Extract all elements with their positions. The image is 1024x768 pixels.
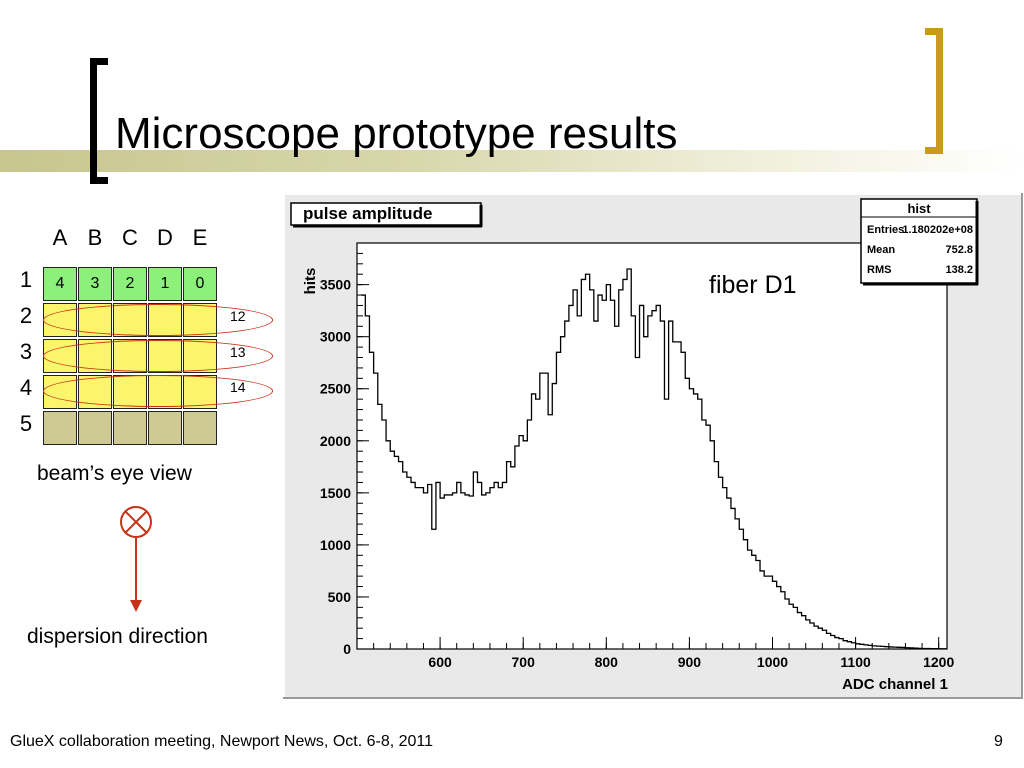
fiber-annotation: fiber D1 xyxy=(709,271,797,299)
x-tick-label-600: 600 xyxy=(428,654,452,670)
stats-rms-label: RMS xyxy=(867,264,891,276)
title-underline-band xyxy=(0,150,1024,172)
fiber-cell-a5 xyxy=(43,411,77,445)
fiber-label-12: 12 xyxy=(230,308,246,324)
stats-box-title: hist xyxy=(907,201,931,216)
beams-eye-view-caption: beam’s eye view xyxy=(37,462,192,485)
fiber-ellipse-13 xyxy=(43,340,273,372)
title-right-bracket xyxy=(925,28,943,154)
y-tick-label-0: 0 xyxy=(343,641,351,657)
fiber-cell-a1: 4 xyxy=(43,267,77,301)
fiber-label-14: 14 xyxy=(230,379,246,395)
stats-rms-value: 138.2 xyxy=(945,264,973,276)
y-tick-label-500: 500 xyxy=(328,589,352,605)
fiber-cell-b1: 3 xyxy=(78,267,112,301)
y-tick-label-2500: 2500 xyxy=(320,381,351,397)
fiber-cell-c5 xyxy=(113,411,147,445)
stats-entries-value: 1.180202e+08 xyxy=(902,224,973,236)
axes: 600 700 800 900 1000 1100 1200 0 500 1000 1500 2000… xyxy=(320,242,954,670)
y-tick-label-3000: 3000 xyxy=(320,329,351,345)
y-axis-label: hits xyxy=(302,268,319,295)
fiber-cell-d5 xyxy=(148,411,182,445)
x-tick-label-800: 800 xyxy=(595,654,619,670)
y-tick-label-3500: 3500 xyxy=(320,277,351,293)
column-label-d: D xyxy=(157,225,173,250)
fiber-cell-d1: 1 xyxy=(148,267,182,301)
x-tick-label-700: 700 xyxy=(512,654,536,670)
fiber-ellipse-14 xyxy=(43,375,273,407)
dispersion-direction-label: dispersion direction xyxy=(27,625,208,648)
row-label-3: 3 xyxy=(19,339,33,364)
row-label-5: 5 xyxy=(19,411,33,436)
plot-frame xyxy=(356,242,948,650)
fiber-cell-e5 xyxy=(183,411,217,445)
stats-mean-value: 752.8 xyxy=(945,244,973,256)
stats-box: hist Entries 1.180202e+08 Mean 752.8 RMS… xyxy=(860,198,979,286)
y-tick-label-2000: 2000 xyxy=(320,433,351,449)
fiber-ellipse-12 xyxy=(43,304,273,336)
slide-title: Microscope prototype results xyxy=(115,109,678,158)
fiber-cell-c1: 2 xyxy=(113,267,147,301)
pulse-amplitude-histogram: pulse amplitude 600 700 800 900 1000 1100 1200… xyxy=(283,193,1023,699)
chart-title: pulse amplitude xyxy=(303,204,432,223)
row-label-1: 1 xyxy=(19,267,33,292)
fiber-label-13: 13 xyxy=(230,344,246,360)
fiber-cell-e1: 0 xyxy=(183,267,217,301)
x-tick-label-1000: 1000 xyxy=(757,654,788,670)
row-label-4: 4 xyxy=(19,375,33,400)
fiber-cell-b5 xyxy=(78,411,112,445)
dispersion-arrow xyxy=(120,506,152,612)
column-label-e: E xyxy=(192,225,208,250)
x-tick-label-1100: 1100 xyxy=(840,654,871,670)
title-left-bracket xyxy=(90,58,108,184)
arrow-head xyxy=(130,600,142,612)
x-axis-label: ADC channel 1 xyxy=(842,676,948,693)
column-label-a: A xyxy=(52,225,68,250)
column-label-c: C xyxy=(122,225,138,250)
row-label-2: 2 xyxy=(19,303,33,328)
stats-entries-label: Entries xyxy=(867,224,904,236)
x-tick-label-1200: 1200 xyxy=(923,654,954,670)
histogram-series-line xyxy=(361,268,947,650)
x-tick-label-900: 900 xyxy=(678,654,702,670)
plot-area xyxy=(361,268,947,650)
stats-mean-label: Mean xyxy=(867,244,895,256)
footer-text: GlueX collaboration meeting, Newport New… xyxy=(10,733,434,750)
column-label-b: B xyxy=(87,225,103,250)
into-page-cross-circle-icon xyxy=(120,506,152,538)
plot-frame-area xyxy=(357,243,947,649)
y-tick-label-1500: 1500 xyxy=(320,485,351,501)
chart-title-box: pulse amplitude xyxy=(290,202,483,228)
page-number: 9 xyxy=(994,733,1003,750)
y-tick-label-1000: 1000 xyxy=(320,537,351,553)
